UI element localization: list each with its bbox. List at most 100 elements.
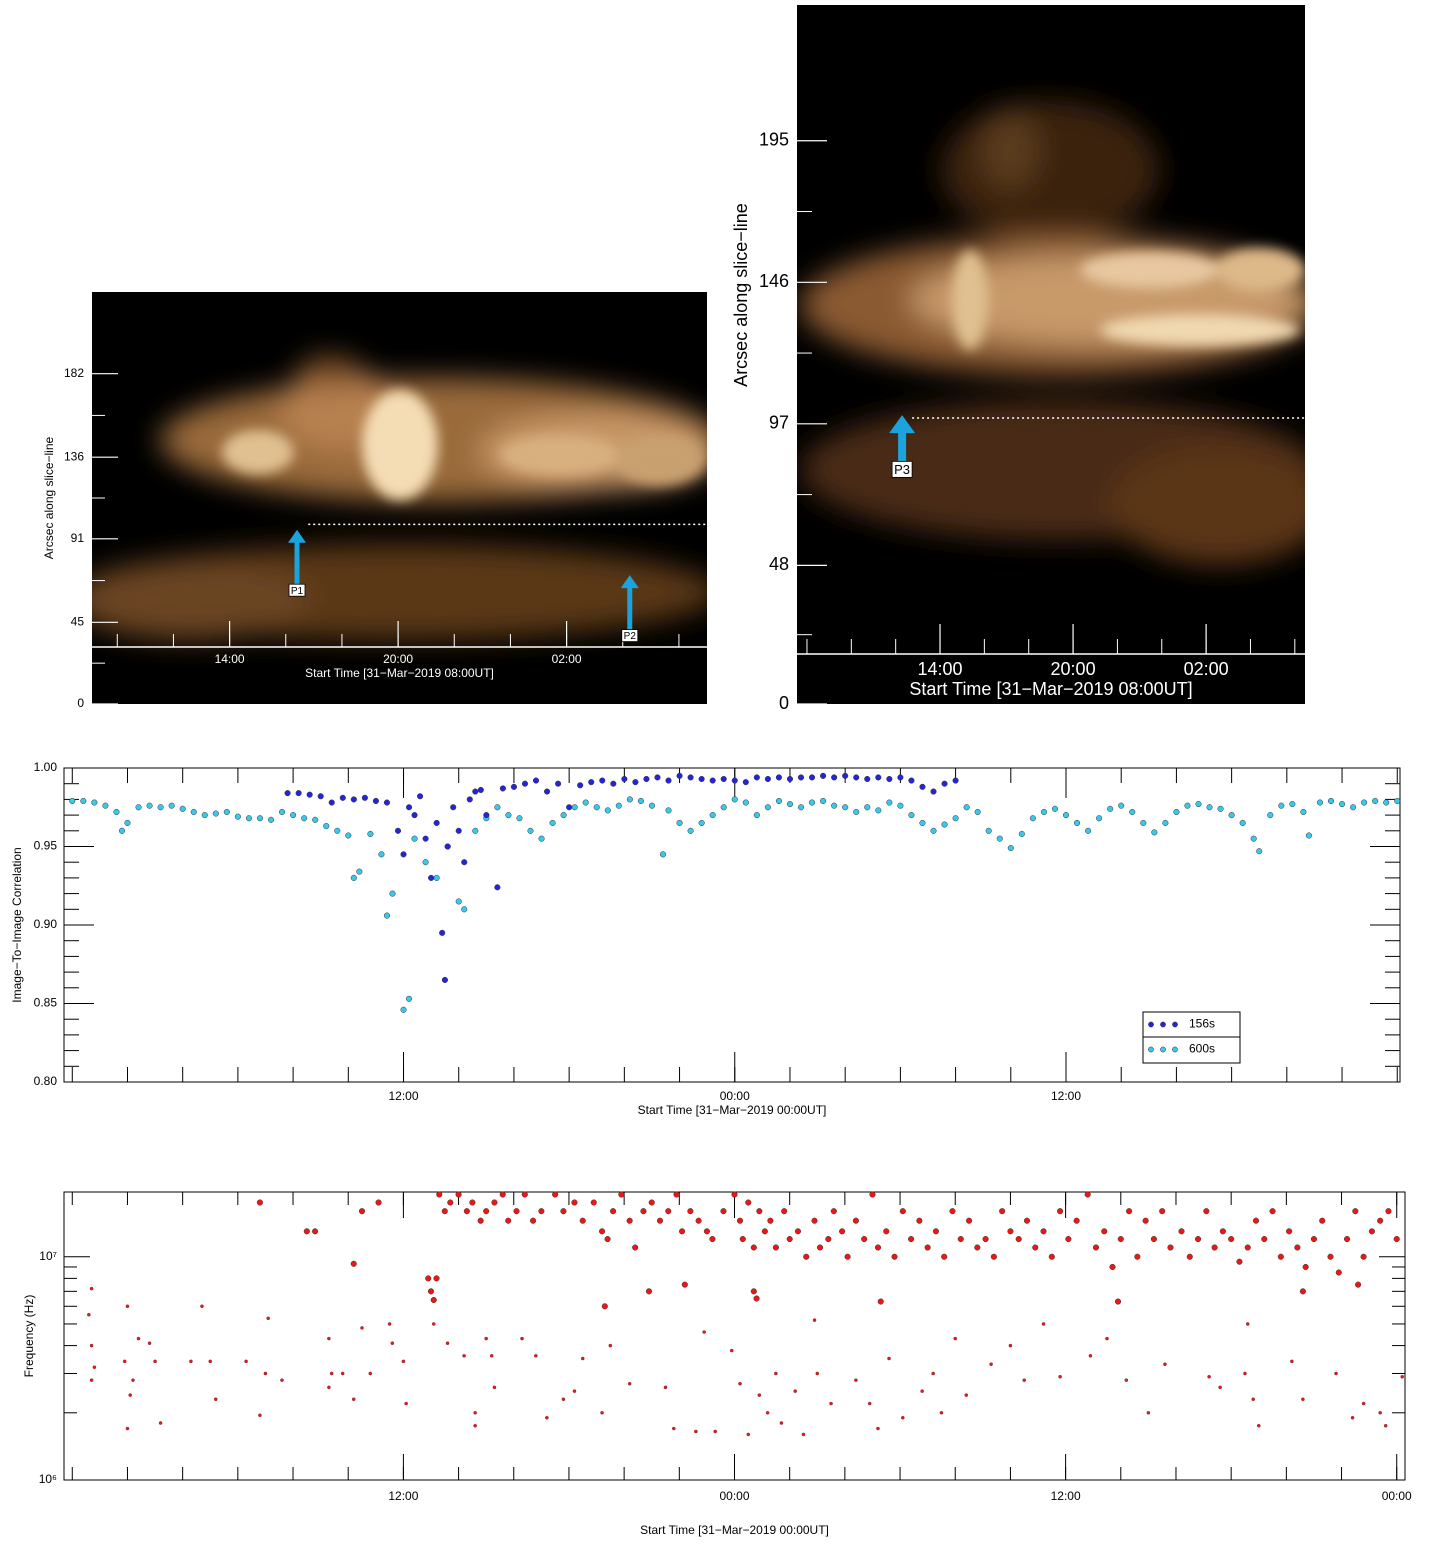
data-point bbox=[494, 804, 501, 811]
data-point bbox=[963, 804, 970, 811]
data-point bbox=[538, 835, 545, 842]
data-point bbox=[996, 835, 1003, 842]
data-point bbox=[1203, 1208, 1210, 1215]
data-point bbox=[555, 780, 562, 787]
data-point bbox=[618, 1191, 625, 1198]
data-point bbox=[483, 812, 490, 819]
data-point bbox=[952, 777, 959, 784]
arrow-head bbox=[620, 575, 639, 589]
data-point bbox=[360, 1326, 364, 1330]
data-point bbox=[520, 1336, 524, 1341]
data-point bbox=[560, 812, 567, 819]
data-point bbox=[256, 1199, 263, 1206]
x-tick-label: 02:00 bbox=[552, 652, 582, 666]
data-point bbox=[812, 1318, 817, 1322]
data-point bbox=[1302, 1263, 1309, 1271]
y-tick-label: 195 bbox=[759, 130, 789, 150]
data-point bbox=[1206, 804, 1213, 811]
data-point bbox=[665, 1208, 672, 1215]
data-point bbox=[1162, 819, 1169, 827]
data-point bbox=[1267, 812, 1274, 819]
data-point bbox=[801, 1432, 806, 1437]
data-point bbox=[672, 1426, 676, 1431]
data-point bbox=[1085, 827, 1092, 834]
data-point bbox=[532, 777, 540, 784]
data-point bbox=[615, 802, 622, 809]
data-point bbox=[1178, 1228, 1185, 1235]
data-point bbox=[1129, 808, 1136, 816]
y-tick-label: 0.80 bbox=[34, 1074, 58, 1088]
data-point bbox=[1256, 848, 1263, 855]
data-point bbox=[534, 1354, 538, 1358]
data-point bbox=[245, 815, 252, 822]
data-point bbox=[383, 912, 391, 919]
data-point bbox=[750, 1244, 757, 1251]
data-point bbox=[797, 774, 805, 781]
data-point bbox=[891, 1253, 898, 1260]
data-point bbox=[648, 802, 656, 809]
data-point bbox=[158, 1421, 163, 1425]
data-point bbox=[405, 995, 413, 1002]
arrow-head bbox=[288, 529, 306, 543]
data-point bbox=[1245, 1322, 1250, 1326]
data-point bbox=[687, 774, 694, 781]
data-point bbox=[372, 797, 379, 805]
data-point bbox=[510, 783, 517, 790]
data-point bbox=[1236, 1258, 1243, 1265]
data-point bbox=[263, 1371, 268, 1376]
x-axis-title: Start Time [31−Mar−2019 08:00UT] bbox=[909, 679, 1192, 699]
data-point bbox=[124, 819, 131, 827]
data-point bbox=[582, 799, 589, 806]
data-point bbox=[687, 1208, 694, 1215]
data-point bbox=[774, 1371, 778, 1376]
x-axis-title: Start Time [31−Mar−2019 00:00UT] bbox=[640, 1523, 829, 1537]
data-point bbox=[312, 1228, 319, 1235]
data-point bbox=[831, 802, 838, 809]
data-point bbox=[844, 1253, 851, 1260]
data-point bbox=[757, 1393, 762, 1397]
data-point bbox=[1257, 1423, 1261, 1428]
data-point bbox=[544, 788, 551, 795]
data-point bbox=[447, 1199, 454, 1206]
data-point bbox=[952, 815, 959, 822]
data-point bbox=[157, 804, 164, 811]
data-point bbox=[632, 779, 639, 786]
data-point bbox=[626, 1217, 633, 1224]
data-point bbox=[1319, 1217, 1326, 1224]
data-point bbox=[695, 1217, 702, 1224]
data-point bbox=[375, 1199, 382, 1206]
data-point bbox=[450, 804, 457, 811]
data-point bbox=[135, 804, 142, 811]
data-point bbox=[358, 1208, 366, 1215]
data-point bbox=[69, 797, 76, 805]
data-point bbox=[601, 1303, 608, 1310]
data-point bbox=[739, 1236, 746, 1243]
data-point bbox=[1338, 801, 1346, 808]
data-point bbox=[427, 1288, 435, 1295]
data-point bbox=[886, 799, 893, 806]
data-point bbox=[125, 1426, 130, 1431]
data-point bbox=[753, 812, 760, 819]
data-point bbox=[919, 783, 926, 790]
data-point bbox=[494, 884, 501, 891]
data-point bbox=[1252, 1217, 1260, 1224]
data-point bbox=[709, 812, 716, 819]
data-point bbox=[1057, 1208, 1064, 1215]
data-point bbox=[877, 1298, 884, 1305]
data-point bbox=[640, 1208, 647, 1215]
x-tick-label: 14:00 bbox=[215, 652, 245, 666]
x-tick-label: 20:00 bbox=[1051, 659, 1096, 679]
data-point bbox=[864, 775, 871, 783]
y-axis-title: Arcsec along slice−line bbox=[42, 436, 56, 559]
data-point bbox=[831, 774, 838, 781]
data-point bbox=[1300, 808, 1307, 816]
data-point bbox=[1372, 797, 1379, 805]
data-point bbox=[1018, 830, 1025, 837]
data-point bbox=[89, 1378, 94, 1382]
data-point bbox=[328, 799, 335, 806]
data-point bbox=[665, 777, 672, 784]
data-point bbox=[637, 797, 644, 805]
y-tick-label: 0.85 bbox=[34, 996, 58, 1010]
data-point bbox=[361, 794, 368, 801]
